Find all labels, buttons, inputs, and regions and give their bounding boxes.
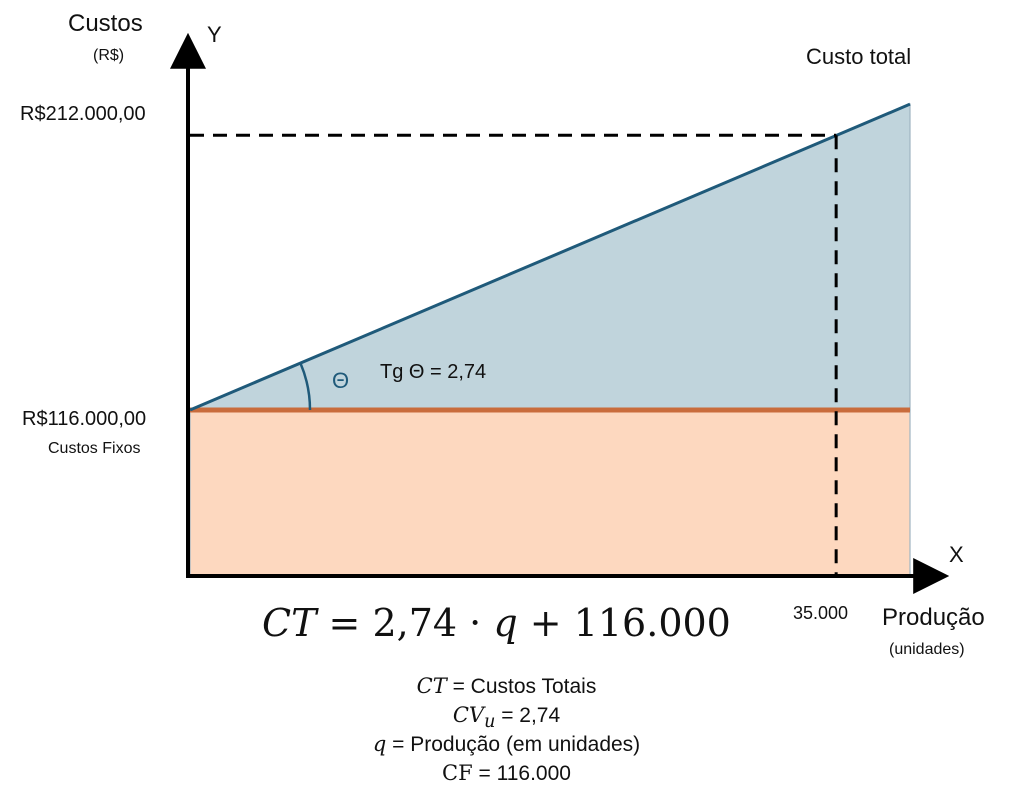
y-axis-label: Custos [68,10,143,37]
x-axis-letter: X [949,542,964,567]
legend-item-cvu: CVu = 2,74 [0,701,1013,733]
total-cost-line [189,102,911,412]
legend-text: = 116.000 [478,762,571,785]
fixed-cost-area [189,409,911,577]
legend-symbol: CV [452,703,485,727]
formula-eq: = [328,601,361,645]
y-axis-unit: (R$) [93,47,125,64]
tangent-annotation: Tg Θ = 2,74 [380,361,487,383]
variable-legend: CT = Custos Totais CVu = 2,74 q = Produç… [0,672,1013,788]
x-axis-unit: (unidades) [889,641,965,658]
formula-const: 116.000 [573,601,731,645]
legend-symbol: q [372,732,387,756]
formula-var: q [493,601,518,645]
legend-text: = 2,74 [501,704,561,727]
total-cost-series-label: Custo total [806,44,912,69]
y-tick-label-116000: R$116.000,00 [22,408,147,430]
formula-lhs: CT [262,601,317,645]
legend-text: = Custos Totais [452,675,597,698]
theta-symbol: Θ [332,368,350,393]
legend-item-ct: CT = Custos Totais [0,672,1013,701]
angle-arc [299,362,312,411]
x-tick-label-35000: 35.000 [793,603,849,623]
legend-symbol: CF [442,761,473,785]
y-tick-label-212000: R$212.000,00 [20,103,146,125]
legend-subscript: u [484,712,496,733]
formula-dot: · [469,601,482,645]
fixed-costs-label: Custos Fixos [48,440,141,457]
chart-canvas [170,32,950,594]
y-axis-letter: Y [207,22,222,47]
legend-symbol: CT [416,674,447,698]
x-axis-label: Produção [882,604,985,631]
formula-plus: + [529,601,562,645]
legend-text: = Produção (em unidades) [392,733,641,756]
cost-formula: CT = 2,74 · q + 116.000 [262,604,731,642]
legend-item-q: q = Produção (em unidades) [0,730,1013,759]
formula-coef: 2,74 [372,601,458,645]
legend-item-cf: CF = 116.000 [0,759,1013,788]
